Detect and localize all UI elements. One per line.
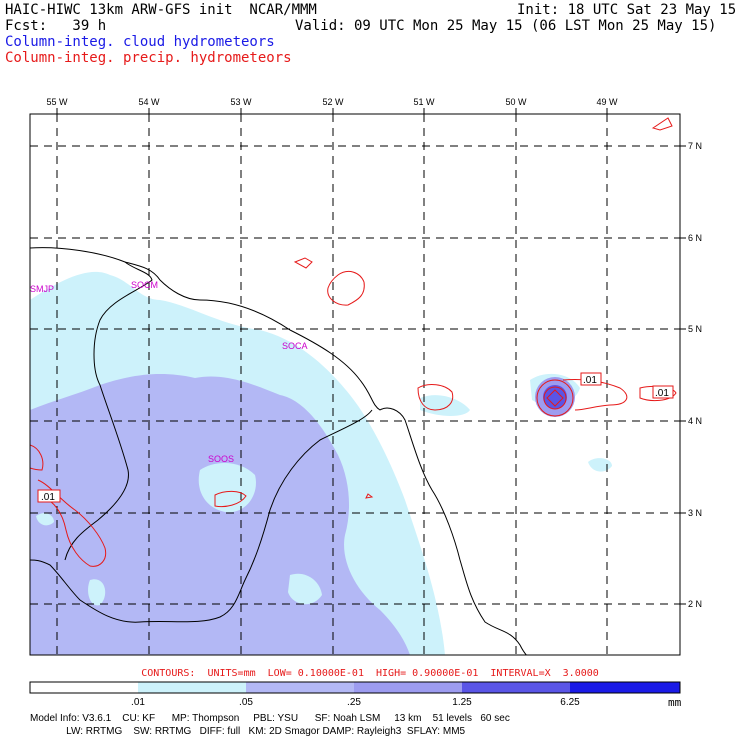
contour-label: .01 xyxy=(655,388,669,399)
shaded-fields xyxy=(30,114,680,655)
colorbar-tick: 6.25 xyxy=(560,697,580,708)
graticule xyxy=(30,114,680,655)
station-soos: SOOS xyxy=(208,454,234,464)
lat-label-5n: 5 N xyxy=(688,324,702,334)
lon-label-53w: 53 W xyxy=(230,97,252,107)
field-precip-label: Column-integ. precip. hydrometeors xyxy=(5,50,292,66)
station-socm: SOCM xyxy=(131,280,158,290)
tick-marks xyxy=(56,108,686,605)
station-soca: SOCA xyxy=(282,341,308,351)
init-time: Init: 18 UTC Sat 23 May 15 xyxy=(517,2,737,18)
valid-time: Valid: 09 UTC Mon 25 May 15 (06 LST Mon … xyxy=(295,18,717,34)
cloud-shading-light xyxy=(588,458,612,472)
lon-label-54w: 54 W xyxy=(138,97,160,107)
cloud-shading-light xyxy=(420,395,470,416)
forecast-hour: Fcst: 39 h xyxy=(5,18,107,34)
lat-label-2n: 2 N xyxy=(688,599,702,609)
contour-label: .01 xyxy=(583,375,597,386)
contour-info: CONTOURS: UNITS=mm LOW= 0.10000E-01 HIGH… xyxy=(141,668,599,679)
colorbar-tick: .25 xyxy=(347,697,361,708)
coastline xyxy=(30,247,528,655)
precip-core xyxy=(543,385,567,409)
lat-label-6n: 6 N xyxy=(688,233,702,243)
colorbar-units: mm xyxy=(668,696,682,709)
lon-label-51w: 51 W xyxy=(413,97,435,107)
lat-label-7n: 7 N xyxy=(688,141,702,151)
plot-title: HAIC-HIWC 13km ARW-GFS init NCAR/MMM xyxy=(5,2,317,18)
colorbar xyxy=(29,681,681,694)
lon-label-52w: 52 W xyxy=(322,97,344,107)
lon-label-55w: 55 W xyxy=(46,97,68,107)
lat-label-4n: 4 N xyxy=(688,416,702,426)
colorbar-tick: .01 xyxy=(131,697,145,708)
colorbar-tick: 1.25 xyxy=(452,697,472,708)
lon-label-49w: 49 W xyxy=(596,97,618,107)
field-cloud-label: Column-integ. cloud hydrometeors xyxy=(5,34,275,50)
precip-contours xyxy=(30,117,677,567)
contour-label: .01 xyxy=(41,492,55,503)
station-smjp: SMJP xyxy=(30,284,54,294)
lon-label-50w: 50 W xyxy=(505,97,527,107)
model-info-line1: Model Info: V3.6.1 CU: KF MP: Thompson P… xyxy=(30,713,510,724)
lat-label-3n: 3 N xyxy=(688,508,702,518)
model-info-line2: LW: RRTMG SW: RRTMG DIFF: full KM: 2D Sm… xyxy=(30,726,466,737)
colorbar-tick: .05 xyxy=(239,697,253,708)
map-frame xyxy=(29,113,681,656)
